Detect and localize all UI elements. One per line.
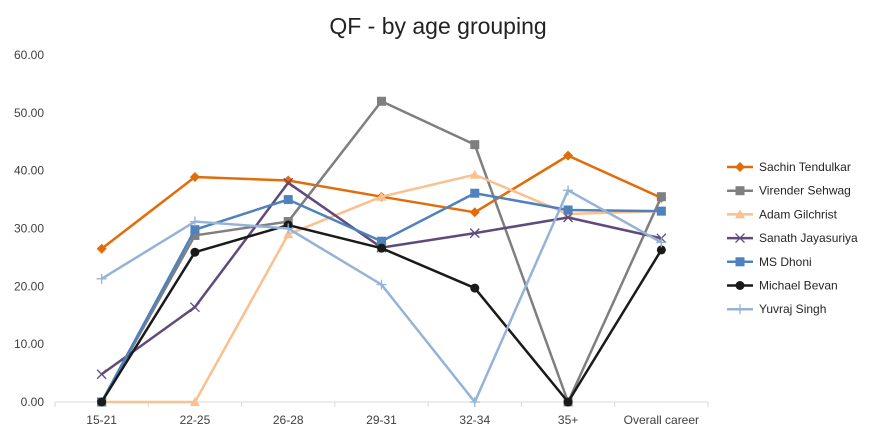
y-tick-label: 20.00 <box>14 279 44 293</box>
data-point <box>377 236 386 246</box>
data-point <box>656 245 666 255</box>
data-point <box>189 397 200 406</box>
data-point <box>283 175 294 186</box>
legend-item: Virender Sehwag <box>727 184 851 198</box>
series-lines <box>96 96 667 407</box>
x-tick-label: 35+ <box>558 413 578 427</box>
data-point <box>470 140 480 150</box>
data-point <box>96 369 107 380</box>
legend-label: Virender Sehwag <box>759 184 851 198</box>
data-point <box>735 209 745 219</box>
x-tick-label: 22-25 <box>180 413 211 427</box>
legend-item: MS Dhoni <box>727 255 812 269</box>
data-point <box>563 212 574 223</box>
data-point <box>97 397 107 407</box>
data-point <box>470 188 480 198</box>
data-point <box>735 281 745 290</box>
data-point <box>376 191 387 201</box>
data-point <box>283 223 294 234</box>
y-tick-label: 0.00 <box>21 395 45 409</box>
data-point <box>735 162 745 172</box>
data-point <box>189 216 200 227</box>
legend-label: Sanath Jayasuriya <box>759 231 858 245</box>
legend-item: Michael Bevan <box>727 279 838 293</box>
legend-label: MS Dhoni <box>759 255 812 269</box>
x-tick-label: 29-31 <box>366 413 397 427</box>
data-point <box>283 195 293 205</box>
series-line <box>100 191 662 403</box>
x-tick-label: Overall career <box>624 413 699 427</box>
series-yuvraj-singh <box>96 185 667 407</box>
data-point <box>469 169 480 179</box>
data-point <box>563 205 573 215</box>
series-line <box>100 181 662 376</box>
data-point <box>96 243 107 254</box>
legend-label: Yuvraj Singh <box>759 302 826 316</box>
data-point <box>470 283 480 293</box>
data-point <box>189 172 200 183</box>
x-tick-label: 15-21 <box>86 413 117 427</box>
y-tick-label: 10.00 <box>14 337 44 351</box>
data-point <box>96 273 107 284</box>
data-point <box>190 247 200 257</box>
data-point <box>469 207 480 218</box>
x-tick-label: 32-34 <box>459 413 490 427</box>
data-point <box>563 397 573 407</box>
legend-label: Sachin Tendulkar <box>759 160 851 174</box>
data-point <box>735 304 745 315</box>
data-point <box>469 228 480 239</box>
y-tick-label: 40.00 <box>14 164 44 178</box>
data-point <box>376 279 387 290</box>
chart-title: QF - by age grouping <box>329 13 546 39</box>
data-point <box>283 177 294 188</box>
series-line <box>100 189 662 404</box>
x-tick-label: 26-28 <box>273 413 304 427</box>
data-point <box>656 192 666 202</box>
legend-item: Sanath Jayasuriya <box>727 231 858 245</box>
series-sanath-jayasuriya <box>96 177 667 380</box>
data-point <box>656 237 667 248</box>
legend-label: Adam Gilchrist <box>759 207 838 221</box>
legend: Sachin Tendulkar Virender Sehwag Adam Gilc… <box>727 160 858 316</box>
data-point <box>377 243 386 253</box>
y-tick-label: 50.00 <box>14 106 44 120</box>
data-point <box>735 186 745 196</box>
legend-item: Sachin Tendulkar <box>727 160 851 174</box>
y-tick-label: 30.00 <box>14 222 44 236</box>
axes: 15-21 22-25 26-28 29-31 32-34 35+ Overall care… <box>14 48 709 427</box>
data-point <box>283 229 294 239</box>
data-point <box>190 230 200 240</box>
legend-item: Yuvraj Singh <box>727 302 826 316</box>
data-point <box>189 302 200 313</box>
data-point <box>656 206 666 216</box>
y-tick-label: 60.00 <box>14 48 44 62</box>
legend-label: Michael Bevan <box>759 279 838 293</box>
data-point <box>735 233 745 244</box>
data-point <box>377 96 386 106</box>
data-point <box>735 257 745 267</box>
data-point <box>469 397 480 407</box>
series-michael-bevan <box>97 220 666 407</box>
legend-item: Adam Gilchrist <box>727 207 838 221</box>
data-point <box>563 150 574 161</box>
data-point <box>190 225 200 235</box>
series-line <box>100 154 662 250</box>
series-ms-dhoni <box>97 188 666 407</box>
data-point <box>563 185 574 196</box>
